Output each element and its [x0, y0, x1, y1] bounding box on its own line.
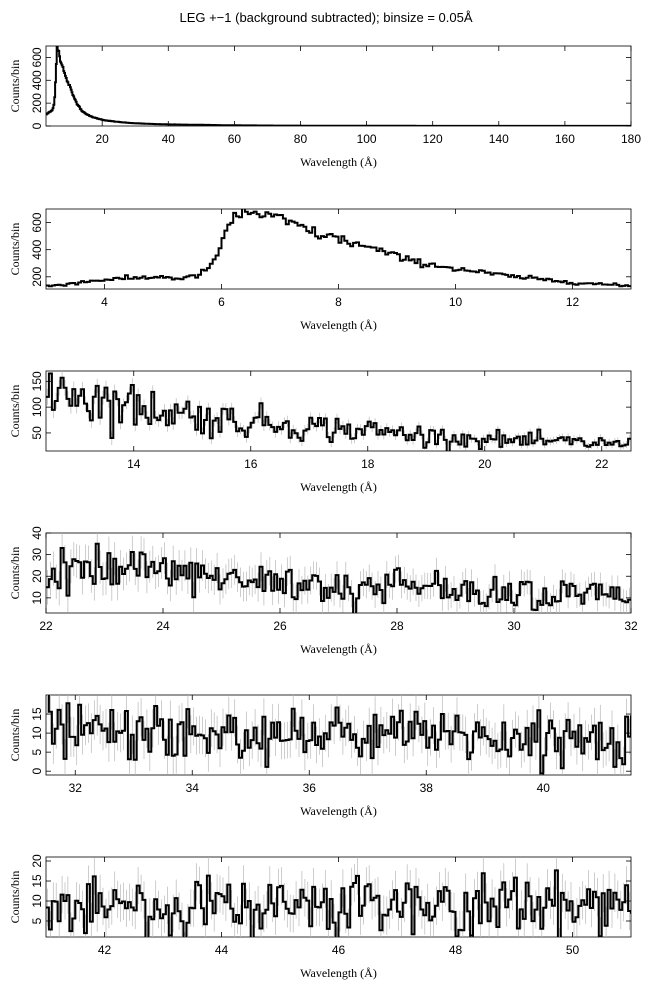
x-tick-label: 32 — [624, 619, 638, 633]
y-tick-label: 100 — [30, 397, 44, 417]
x-tick-label: 34 — [186, 781, 200, 795]
x-tick-label: 180 — [621, 132, 641, 146]
x-tick-label: 6 — [218, 295, 225, 309]
y-tick-label: 30 — [30, 548, 44, 562]
x-tick-label: 50 — [566, 943, 580, 957]
x-tick-label: 32 — [69, 781, 83, 795]
plot-frame — [45, 370, 632, 452]
series-group — [47, 695, 631, 775]
x-tick-label: 40 — [162, 132, 176, 146]
error-bars — [47, 695, 630, 775]
figure-title: LEG +−1 (background subtracted); binsize… — [179, 10, 473, 25]
y-tick-label: 0 — [30, 768, 44, 775]
x-tick-label: 42 — [98, 943, 112, 957]
y-tick-label: 20 — [30, 569, 44, 583]
y-tick-label: 10 — [30, 726, 44, 740]
spectrum-line — [46, 209, 631, 288]
x-tick-label: 20 — [96, 132, 110, 146]
x-tick-label: 160 — [555, 132, 575, 146]
x-tick-label: 16 — [244, 457, 258, 471]
x-tick-label: 80 — [294, 132, 308, 146]
x-tick-label: 24 — [156, 619, 170, 633]
x-tick-label: 100 — [357, 132, 377, 146]
x-tick-label: 36 — [303, 781, 317, 795]
series-group — [46, 533, 631, 613]
y-axis-label: Counts/bin — [8, 60, 22, 113]
x-tick-label: 46 — [332, 943, 346, 957]
x-axis-label: Wavelength (Å) — [300, 966, 377, 980]
plot-frame — [45, 45, 632, 127]
x-tick-label: 22 — [39, 619, 53, 633]
y-tick-label: 15 — [30, 874, 44, 888]
x-tick-label: 38 — [420, 781, 434, 795]
x-axis-label: Wavelength (Å) — [300, 318, 377, 332]
y-tick-label: 50 — [30, 426, 44, 440]
series-group — [46, 371, 631, 451]
y-tick-label: 600 — [30, 47, 44, 67]
spectrum-line — [46, 46, 631, 126]
x-tick-label: 40 — [537, 781, 551, 795]
panel-1: 20 40 60 80 100 120 140 160 180 0 200 400 600 Wavelen… — [8, 45, 641, 169]
y-tick-label: 15 — [30, 707, 44, 721]
x-axis-label: Wavelength (Å) — [300, 804, 377, 818]
x-tick-label: 26 — [273, 619, 287, 633]
x-axis-label: Wavelength (Å) — [300, 155, 377, 169]
y-tick-label: 400 — [30, 70, 44, 90]
panel-6: 42 44 46 48 50 5 10 15 20 Wavelength (Å) Counts/bi… — [8, 854, 632, 980]
y-tick-label: 150 — [30, 371, 44, 391]
y-tick-label: 20 — [30, 854, 44, 868]
x-tick-label: 18 — [361, 457, 375, 471]
y-tick-label: 5 — [30, 917, 44, 924]
x-tick-label: 10 — [449, 295, 463, 309]
x-axis-label: Wavelength (Å) — [300, 642, 377, 656]
panel-4: 22 24 26 28 30 32 10 20 30 40 Wavelength (Å) Counts… — [8, 526, 638, 656]
x-tick-label: 120 — [423, 132, 443, 146]
x-tick-label: 44 — [215, 943, 229, 957]
x-tick-label: 14 — [127, 457, 141, 471]
y-axis-label: Counts/bin — [8, 223, 22, 276]
y-tick-label: 0 — [30, 122, 44, 129]
y-tick-label: 600 — [30, 212, 44, 232]
spectrum-line — [46, 869, 631, 937]
y-tick-label: 400 — [30, 239, 44, 259]
spectrum-line — [47, 695, 631, 775]
plot-frame — [45, 532, 632, 614]
y-tick-label: 5 — [30, 748, 44, 755]
x-tick-label: 140 — [489, 132, 509, 146]
series-group — [46, 857, 631, 937]
panel-3: 14 16 18 20 22 50 100 150 Wavelength (Å) Counts/b… — [8, 370, 632, 494]
y-tick-label: 10 — [30, 894, 44, 908]
spectrum-line — [46, 372, 631, 451]
y-tick-label: 200 — [30, 266, 44, 286]
x-tick-label: 12 — [566, 295, 580, 309]
x-tick-label: 4 — [101, 295, 108, 309]
y-axis-label: Counts/bin — [8, 871, 22, 924]
x-tick-label: 30 — [507, 619, 521, 633]
series-group — [46, 209, 631, 288]
x-tick-label: 48 — [449, 943, 463, 957]
y-axis-label: Counts/bin — [8, 385, 22, 438]
x-tick-label: 20 — [478, 457, 492, 471]
panel-5: 32 34 36 38 40 0 5 10 15 Wavelength (Å) Counts/bin — [8, 694, 632, 818]
x-tick-label: 60 — [228, 132, 242, 146]
y-tick-label: 10 — [30, 591, 44, 605]
spectrum-line — [46, 542, 631, 613]
y-axis-label: Counts/bin — [8, 547, 22, 600]
series-group — [46, 46, 631, 126]
y-axis-label: Counts/bin — [8, 709, 22, 762]
x-axis-label: Wavelength (Å) — [300, 480, 377, 494]
x-tick-label: 8 — [335, 295, 342, 309]
y-tick-label: 200 — [30, 93, 44, 113]
x-tick-label: 28 — [390, 619, 404, 633]
panel-2: 4 6 8 10 12 200 400 600 Wavelength (Å) Counts/bin — [8, 208, 632, 332]
y-tick-label: 40 — [30, 526, 44, 540]
x-tick-label: 22 — [595, 457, 609, 471]
